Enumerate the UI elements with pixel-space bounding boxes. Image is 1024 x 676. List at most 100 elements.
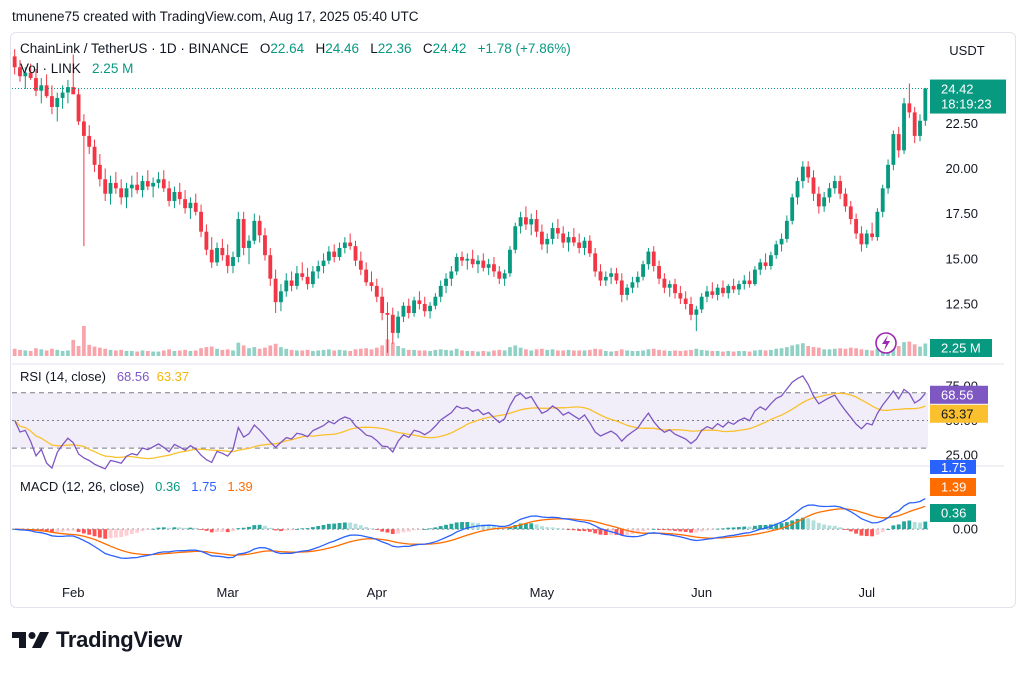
volume-bar [295,350,299,356]
candle-body [289,280,294,286]
candle [55,92,60,122]
volume-bar [619,349,624,356]
volume-bar [98,347,102,356]
candle [87,125,92,154]
macd-histogram-bar [225,529,230,533]
candle [18,60,22,82]
macd-histogram-bar [625,529,630,536]
volume-bar [364,348,369,356]
candle [66,79,70,104]
candle [609,267,614,285]
candle [188,197,193,220]
macd-histogram-bar [902,521,906,530]
candle [305,267,310,290]
macd-histogram-bar [763,524,768,530]
candle-body [582,240,587,248]
volume-bar [513,345,518,356]
candle-body [918,120,922,136]
volume-bar [753,350,757,356]
volume-bar [92,346,97,356]
volume-bar [811,347,816,356]
lightning-icon[interactable] [875,332,897,354]
candle [220,238,225,261]
price-tick-label: 15.00 [945,251,978,266]
volume-bar [188,351,193,356]
price-tick-label: 12.50 [945,296,978,311]
candle-body [470,258,475,265]
macd-histogram-bar [268,527,273,530]
candle [412,296,416,317]
volume-bar [923,343,928,356]
candle [337,242,342,261]
price-tick-label: 22.50 [945,116,978,131]
macd-histogram-bar [316,526,321,530]
candle [172,186,177,209]
volume-bar [55,349,60,356]
macd-histogram-bar [694,529,699,533]
volume-bar [918,346,922,356]
volume-bar [412,349,416,356]
macd-histogram-bar [279,529,283,532]
macd-histogram-bar [151,528,156,530]
candle-body [571,237,576,243]
candle-body [524,217,528,225]
macd-histogram-bar [673,529,677,531]
candle [295,266,299,290]
volume-bar [875,348,880,356]
candle [753,266,757,286]
candle-body [220,247,225,256]
volume-bar [66,350,70,356]
macd-histogram-bar [438,526,443,530]
volume-bar [800,343,805,356]
macd-hist-value: 0.36 [155,479,181,494]
macd-histogram-bar [539,526,544,530]
volume-bar [625,350,629,356]
macd-histogram-bar [593,529,598,534]
candle [321,253,326,274]
candle [257,215,262,243]
macd-histogram-bar [726,527,731,530]
candle [880,184,885,218]
candle [827,182,832,203]
volume-bar [603,351,608,356]
macd-histogram-bar [603,529,608,536]
candle [342,237,347,254]
macd-histogram-bar [657,529,661,530]
candle-body [177,191,182,200]
macd-histogram-bar [811,520,816,530]
candle [97,153,102,187]
macd-histogram-bar [353,523,358,530]
macd-label: MACD (12, 26, close) [20,479,145,494]
candle [316,260,321,279]
macd-histogram-bar [774,523,779,530]
macd-histogram-bar [800,517,805,530]
volume-bar [417,350,422,356]
symbol-title: ChainLink / TetherUS · 1D · BINANCE [20,41,249,56]
candle-body [129,184,134,189]
tradingview-logo-icon [12,632,49,648]
macd-histogram-bar [374,529,379,530]
currency-button[interactable]: USDT [949,43,985,58]
candle-body [71,87,76,95]
macd-histogram-bar [747,526,752,530]
price-tick-label: 20.00 [945,161,978,176]
candle-body [55,97,60,107]
volume-bar [486,351,491,356]
volume-bar [651,348,656,356]
rsi-value: 68.56 [116,369,150,384]
volume-bar [337,349,342,356]
candle-body [316,266,321,272]
candle-body [460,256,464,261]
candle [103,168,108,201]
macd-histogram-bar [385,529,390,533]
volume-bar [827,349,832,356]
candle-body [486,264,491,268]
rsi-badge-value: 68.56 [941,387,974,402]
macd-histogram-bar [513,524,518,530]
candle-body [896,134,901,151]
candle-body [97,164,102,180]
candle [731,278,736,294]
candle-body [326,251,331,261]
macd-badge-value: 1.75 [941,460,966,475]
